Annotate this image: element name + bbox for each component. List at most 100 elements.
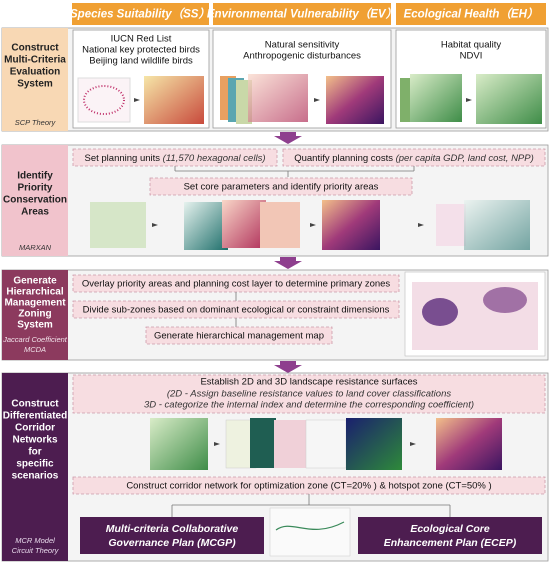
arrow xyxy=(214,442,220,446)
step-text: Establish 2D and 3D landscape resistance… xyxy=(200,377,417,388)
ss-item: National key protected birds xyxy=(82,45,200,56)
stage-1: Construct Multi-Criteria Evaluation Syst… xyxy=(1,27,549,132)
step-text: Set planning units (11,570 hexagonal cel… xyxy=(85,153,266,164)
map-thumbnail xyxy=(476,74,542,124)
header-label: Environmental Vulnerability（EV） xyxy=(207,7,397,21)
step-text: Overlay priority areas and planning cost… xyxy=(82,279,391,290)
arrow xyxy=(410,442,416,446)
header-label: Ecological Health（EH） xyxy=(404,7,539,21)
map-thumbnail xyxy=(260,202,300,248)
map-thumbnail xyxy=(250,418,276,468)
arrow xyxy=(418,223,424,227)
map-thumbnail xyxy=(144,76,204,124)
stage-title: for xyxy=(28,447,41,458)
ss-item: IUCN Red List xyxy=(111,34,172,45)
stage-2: Identify Priority Conservation Areas MAR… xyxy=(1,144,549,257)
map-thumbnail xyxy=(248,74,308,122)
step-text: Set core parameters and identify priorit… xyxy=(184,182,379,193)
stage-3: Generate Hierarchical Management Zoning … xyxy=(1,269,549,361)
map-thumbnail xyxy=(222,200,266,248)
stage-title: Multi-Criteria xyxy=(4,55,66,66)
step-box xyxy=(145,326,333,345)
stage-title: Evaluation xyxy=(10,67,61,78)
step-text: Divide sub-zones based on dominant ecolo… xyxy=(83,305,390,316)
stage-method: MARXAN xyxy=(19,243,52,252)
map-thumbnail xyxy=(436,204,466,246)
flow-arrow xyxy=(274,361,302,373)
plan-title: Governance Plan (MCGP) xyxy=(108,537,236,549)
stage-title: Identify xyxy=(17,171,53,182)
stage-title: Areas xyxy=(21,207,49,218)
stage-4: Construct Differentiated Corridor Networ… xyxy=(1,372,549,562)
step-text: Construct corridor network for optimizat… xyxy=(126,481,491,492)
step-note: (11,570 hexagonal cells) xyxy=(163,153,266,164)
stage-title: Construct xyxy=(11,43,59,54)
stage-method: Circuit Theory xyxy=(12,546,60,555)
header: Species Suitability（SS） Environmental Vu… xyxy=(70,3,546,25)
map-thumbnail xyxy=(83,85,125,115)
plan-box xyxy=(358,517,542,554)
map-thumbnail xyxy=(184,202,228,250)
step-box xyxy=(72,374,546,414)
stage-title: Management xyxy=(4,298,66,309)
stage-title: Corridor xyxy=(15,423,55,434)
stage-method: Jaccard Coefficient xyxy=(2,335,68,344)
map-thumbnail xyxy=(269,507,351,557)
flow-arrow xyxy=(274,257,302,269)
arrow xyxy=(134,98,140,102)
header-box xyxy=(72,3,209,25)
stage-label-block xyxy=(2,28,68,131)
header-label: Species Suitability（SS） xyxy=(70,7,210,21)
step-text: Quantify planning costs (per capita GDP,… xyxy=(294,153,534,164)
stage-title: Conservation xyxy=(3,195,67,206)
plan-title: Ecological Core xyxy=(410,523,490,535)
map-thumbnail xyxy=(274,420,308,468)
ev-item: Natural sensitivity xyxy=(265,40,340,51)
map-thumbnail xyxy=(346,418,402,470)
stage-method: SCP Theory xyxy=(15,118,57,127)
step-note: (2D - Assign baseline resistance values … xyxy=(167,389,452,400)
stage-label-block xyxy=(2,145,68,256)
map-thumbnail xyxy=(326,76,384,124)
stage-title: Zoning xyxy=(18,309,51,320)
stage-title: System xyxy=(17,79,53,90)
arrow xyxy=(310,223,316,227)
step-note: 3D - categorize the internal index and d… xyxy=(144,400,474,411)
map-thumbnail xyxy=(322,200,380,250)
plan-title: Multi-criteria Collaborative xyxy=(106,523,239,535)
stage-title: Priority xyxy=(17,183,52,194)
arrow xyxy=(466,98,472,102)
header-box xyxy=(396,3,546,25)
map-thumbnail xyxy=(77,77,131,123)
map-thumbnail xyxy=(90,202,146,248)
step-box xyxy=(149,177,413,196)
plan-title: Enhancement Plan (ECEP) xyxy=(384,537,517,549)
stage-title: Differentiated xyxy=(3,411,67,422)
map-thumbnail xyxy=(436,418,502,470)
map-thumbnail xyxy=(305,419,347,469)
stage-method: MCDA xyxy=(24,345,46,354)
stage-title: Construct xyxy=(11,399,59,410)
stage-title: System xyxy=(17,320,53,331)
stage-label-block xyxy=(2,270,68,360)
step-note: (per capita GDP, land cost, NPP) xyxy=(396,153,534,164)
arrow xyxy=(314,98,320,102)
ev-item: Anthropogenic disturbances xyxy=(243,51,361,62)
eh-item: NDVI xyxy=(460,51,483,62)
step-text: Generate hierarchical management map xyxy=(154,331,324,342)
stage-title: specific xyxy=(16,459,54,470)
stage-title: Generate xyxy=(13,276,57,287)
step-text: Set planning units xyxy=(85,153,161,164)
stage-title: Hierarchical xyxy=(6,287,63,298)
ss-item: Beijing land wildlife birds xyxy=(89,56,193,67)
eh-item: Habitat quality xyxy=(441,40,501,51)
arrow xyxy=(152,223,158,227)
stage-label-block xyxy=(2,373,68,561)
stage-method: MCR Model xyxy=(15,536,55,545)
corridor-line xyxy=(275,521,345,531)
map-thumbnail xyxy=(464,200,530,250)
map-thumbnail xyxy=(422,298,458,326)
map-thumbnail xyxy=(483,287,527,313)
step-text: Quantify planning costs xyxy=(294,153,393,164)
